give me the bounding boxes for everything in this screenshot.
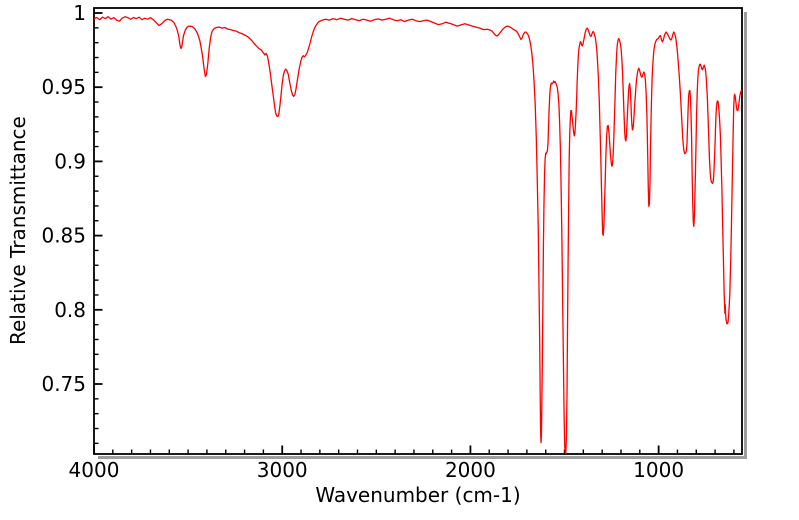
spectrum-curve <box>94 16 742 454</box>
y-axis-label: Relative Transmittance <box>6 116 30 345</box>
plot-frame <box>93 7 743 455</box>
x-tick-label: 3000 <box>257 458 308 482</box>
y-tick-label: 0.95 <box>41 75 86 99</box>
y-tick-label: 0.9 <box>54 149 86 173</box>
x-tick-label: 4000 <box>69 458 120 482</box>
y-tick-label: 0.85 <box>41 224 86 248</box>
x-axis-label: Wavenumber (cm-1) <box>315 483 521 507</box>
y-tick-label: 1 <box>73 1 86 25</box>
x-tick-label: 2000 <box>445 458 496 482</box>
y-tick-label: 0.8 <box>54 298 86 322</box>
y-tick-label: 0.75 <box>41 372 86 396</box>
x-tick-label: 1000 <box>633 458 684 482</box>
